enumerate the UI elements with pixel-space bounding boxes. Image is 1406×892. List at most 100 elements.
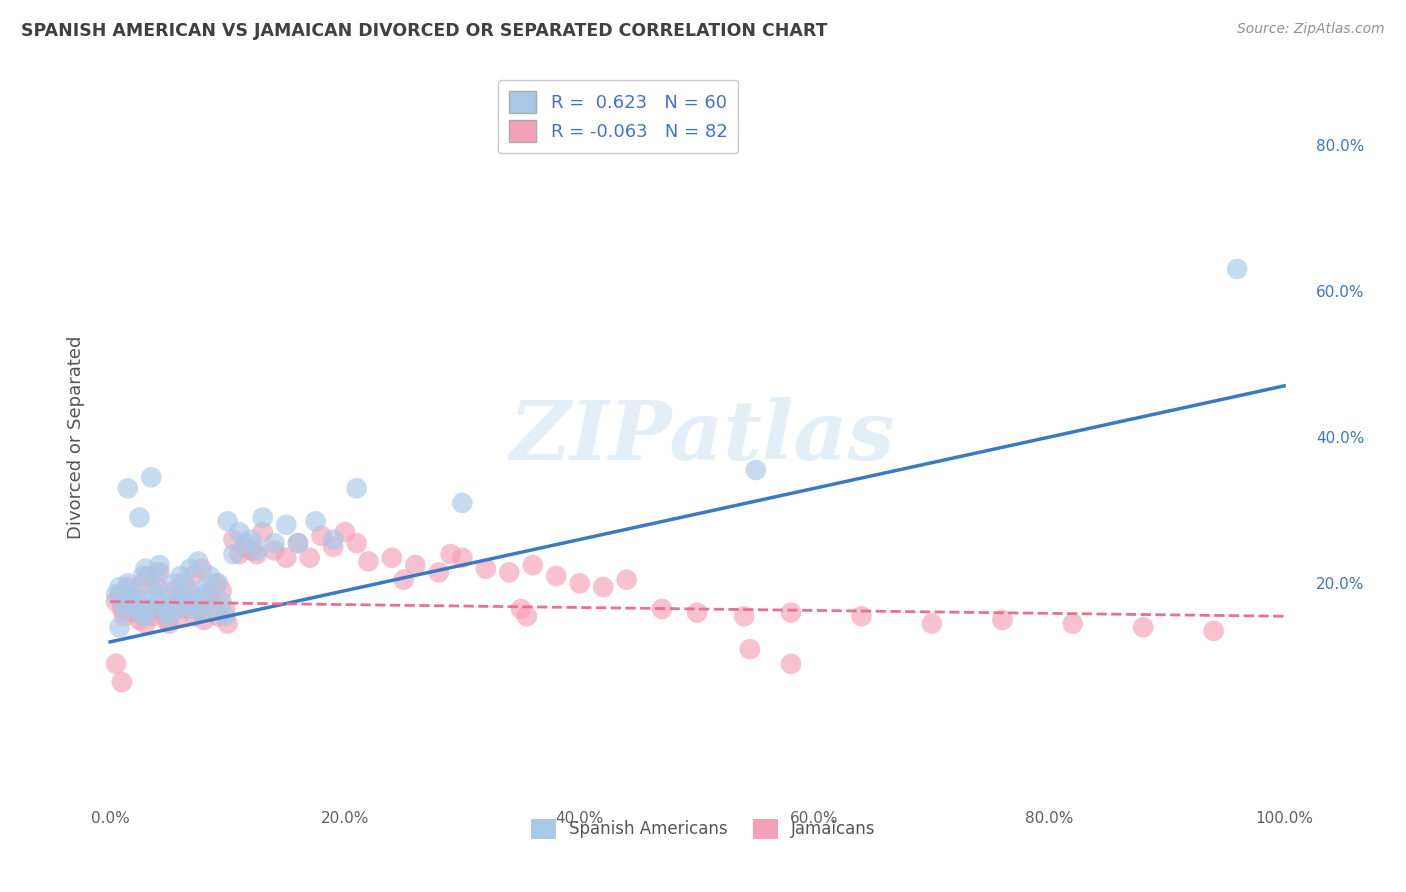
Point (252, 525, 274, 540)
Point (169, 569, 191, 583)
Point (392, 573, 415, 587)
Point (207, 576, 229, 591)
Point (111, 675, 134, 690)
Point (105, 594, 128, 608)
Point (134, 609, 156, 624)
Point (211, 583, 233, 598)
Point (252, 510, 274, 524)
Point (322, 533, 344, 547)
Point (427, 566, 450, 580)
Point (183, 594, 205, 608)
Point (475, 562, 498, 576)
Point (187, 554, 209, 568)
Point (686, 606, 709, 620)
Point (146, 580, 169, 594)
Point (167, 609, 190, 624)
Point (357, 554, 380, 568)
Point (592, 580, 614, 594)
Point (132, 569, 155, 583)
Point (346, 481, 368, 495)
Text: ZIPatlas: ZIPatlas (510, 397, 896, 477)
Point (117, 580, 139, 594)
Point (169, 594, 191, 608)
Point (1202, 624, 1225, 638)
Point (125, 591, 148, 605)
Point (163, 576, 186, 591)
Point (108, 620, 131, 634)
Point (780, 657, 803, 671)
Point (298, 550, 321, 565)
Point (169, 602, 191, 616)
Point (1132, 620, 1154, 634)
Point (780, 606, 803, 620)
Point (141, 594, 163, 608)
Point (117, 481, 139, 495)
Point (148, 558, 170, 573)
Point (146, 566, 169, 580)
Point (522, 558, 544, 573)
Point (276, 517, 298, 532)
Point (217, 514, 239, 528)
Point (198, 569, 221, 583)
Point (287, 536, 309, 550)
Point (207, 609, 229, 624)
Point (132, 576, 155, 591)
Point (125, 583, 148, 598)
Point (211, 594, 233, 608)
Point (451, 496, 474, 510)
Point (991, 613, 1014, 627)
Point (112, 602, 135, 616)
Point (346, 536, 368, 550)
Point (157, 609, 180, 624)
Point (176, 580, 198, 594)
Legend: Spanish Americans, Jamaicans: Spanish Americans, Jamaicans (524, 812, 882, 846)
Point (117, 576, 139, 591)
Point (128, 606, 150, 620)
Point (651, 602, 673, 616)
Point (176, 594, 198, 608)
Point (128, 510, 150, 524)
Point (228, 525, 250, 540)
Point (181, 569, 204, 583)
Point (851, 609, 873, 624)
Point (134, 616, 156, 631)
Point (233, 540, 256, 554)
Point (181, 602, 204, 616)
Point (111, 602, 134, 616)
Point (240, 533, 263, 547)
Point (516, 609, 538, 624)
Point (222, 547, 245, 561)
Point (498, 566, 520, 580)
Point (190, 606, 212, 620)
Point (105, 657, 128, 671)
Point (143, 587, 166, 601)
Point (304, 514, 326, 528)
Point (246, 543, 269, 558)
Point (111, 594, 134, 608)
Point (146, 580, 169, 594)
Point (193, 587, 215, 601)
Point (263, 536, 285, 550)
Point (120, 591, 142, 605)
Point (143, 602, 166, 616)
Point (333, 525, 356, 540)
Point (141, 609, 163, 624)
Point (128, 613, 150, 627)
Point (214, 602, 236, 616)
Point (187, 602, 209, 616)
Point (122, 599, 145, 613)
Point (546, 569, 568, 583)
Point (222, 533, 245, 547)
Point (105, 587, 128, 601)
Point (568, 576, 591, 591)
Point (172, 576, 194, 591)
Point (263, 543, 285, 558)
Point (108, 580, 131, 594)
Point (287, 536, 309, 550)
Y-axis label: Divorced or Separated: Divorced or Separated (66, 335, 84, 539)
Point (134, 562, 156, 576)
Text: SPANISH AMERICAN VS JAMAICAN DIVORCED OR SEPARATED CORRELATION CHART: SPANISH AMERICAN VS JAMAICAN DIVORCED OR… (21, 22, 828, 40)
Point (1226, 261, 1249, 276)
Point (322, 540, 344, 554)
Point (451, 550, 474, 565)
